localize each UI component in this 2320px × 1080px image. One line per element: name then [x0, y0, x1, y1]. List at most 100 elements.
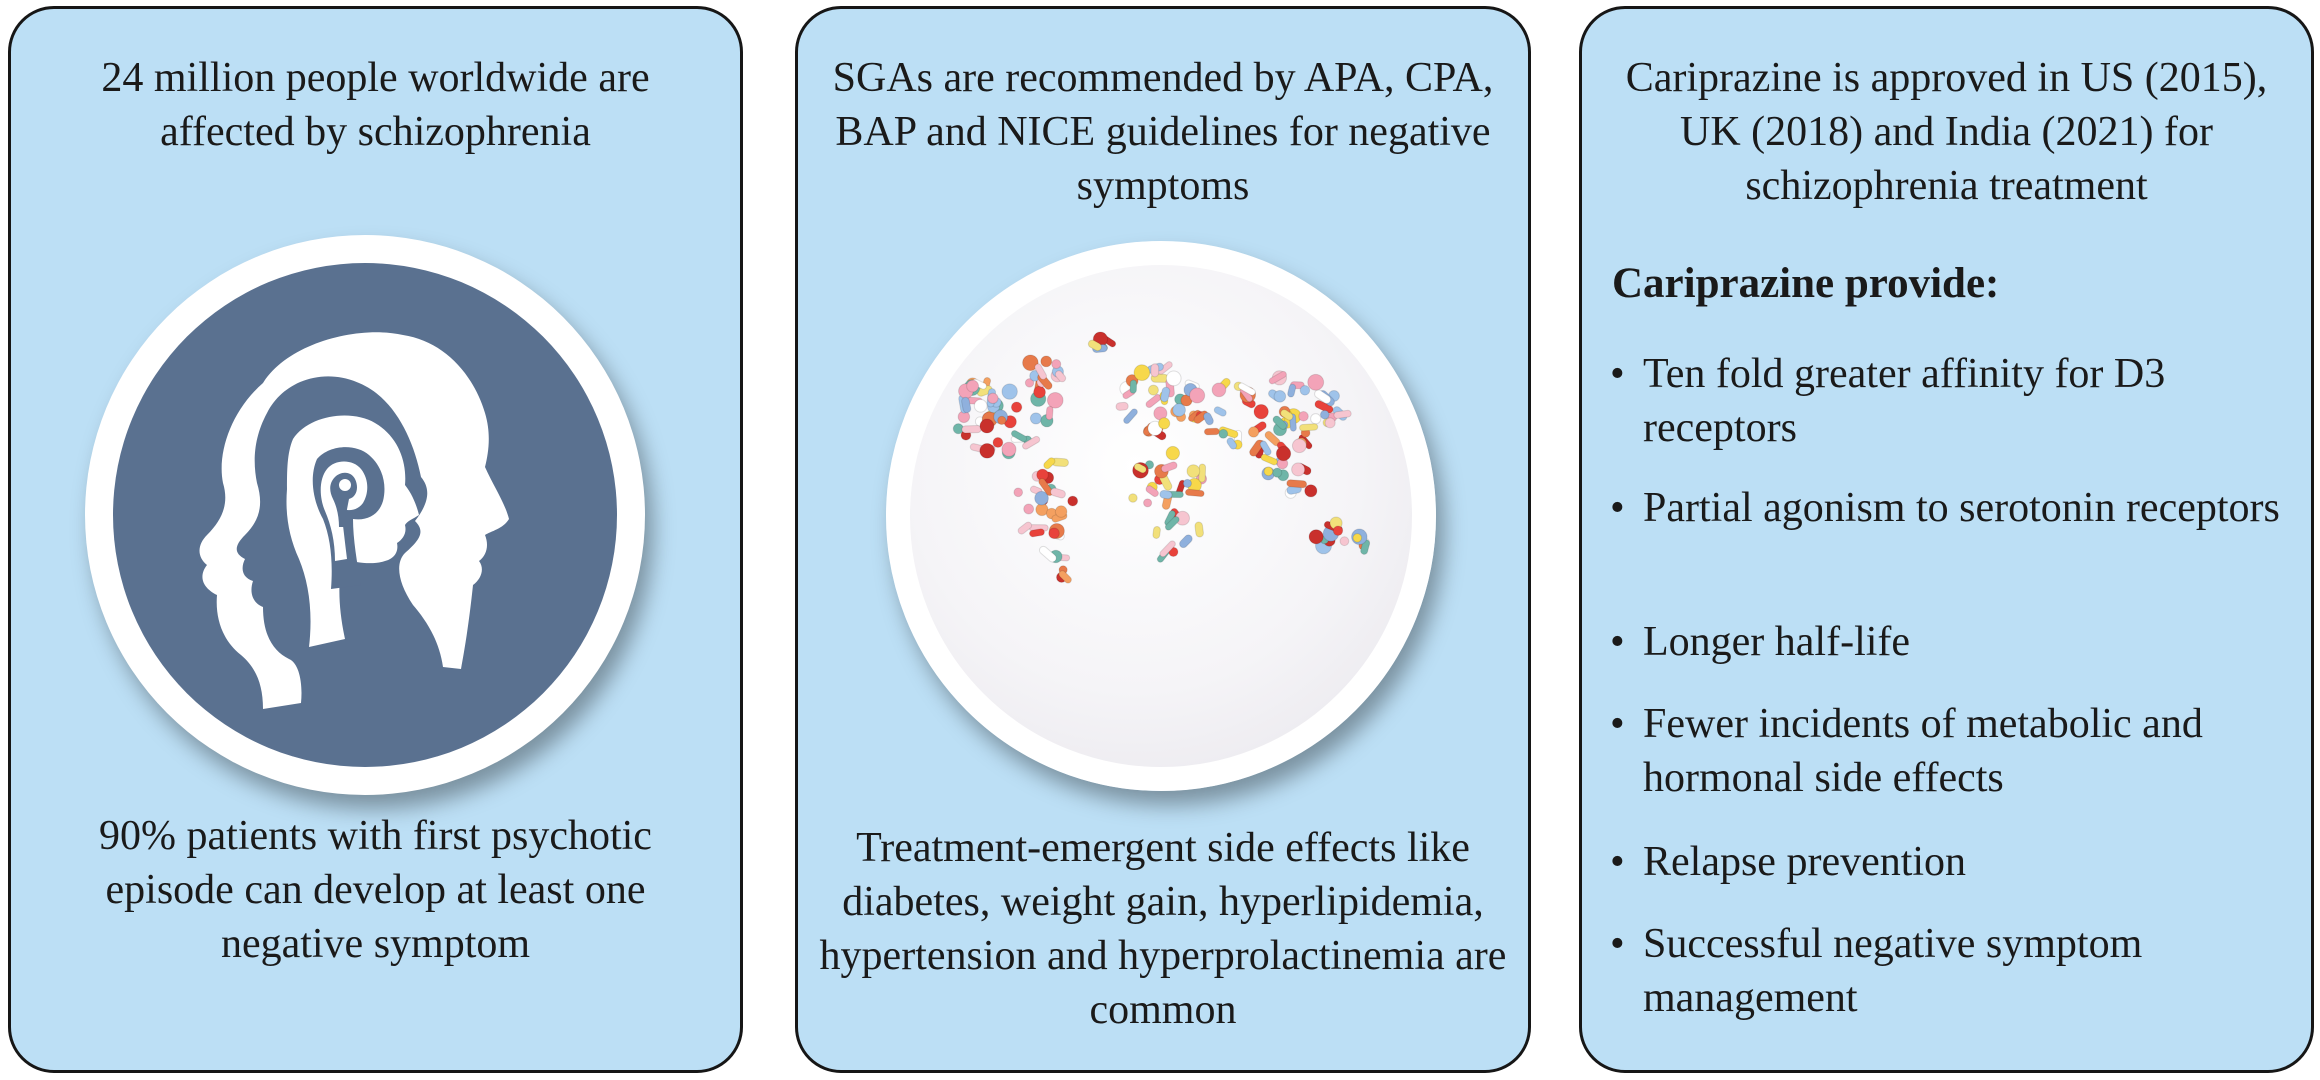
- pill-mark: [1145, 485, 1159, 498]
- pill-mark: [1029, 528, 1045, 538]
- pill-mark: [1307, 373, 1325, 391]
- pill-mark: [1299, 423, 1319, 432]
- pill-mark: [1115, 401, 1129, 411]
- pill-mark: [1164, 515, 1180, 531]
- head-circle: [85, 235, 645, 795]
- pill-mark: [1314, 389, 1332, 404]
- pill-mark: [1273, 390, 1287, 403]
- pill-mark: [997, 415, 1007, 426]
- pill-mark: [1194, 521, 1204, 538]
- pill-mark: [1160, 386, 1171, 403]
- pill-mark: [1133, 364, 1151, 382]
- pill-mark: [1048, 527, 1060, 540]
- panel2-top-text: SGAs are recommended by APA, CPA, BAP an…: [832, 55, 1494, 209]
- pill-mark: [961, 396, 972, 414]
- pill-mark: [1253, 404, 1269, 420]
- pill-mark: [992, 437, 1004, 448]
- pill-mark: [1129, 379, 1138, 394]
- pill-mark: [1067, 495, 1079, 507]
- pill-mark: [1013, 487, 1024, 498]
- pill-mark: [1299, 385, 1311, 396]
- pill-mark: [1184, 488, 1205, 498]
- pill-mark: [1314, 399, 1334, 414]
- pill-map-circle: [886, 241, 1436, 791]
- pill-mark: [1158, 417, 1171, 430]
- pill-mark: [1203, 427, 1220, 436]
- pill-mark: [1040, 355, 1053, 368]
- pill-mark: [1186, 464, 1201, 478]
- pill-mark: [1268, 370, 1287, 385]
- pill-mark: [1160, 461, 1178, 473]
- list-item: Partial agonism to serotonin receptors: [1608, 481, 2291, 535]
- pill-mark: [1038, 478, 1054, 497]
- pill-mark: [1286, 479, 1308, 489]
- panel3-top-text: Cariprazine is approved in US (2015), UK…: [1625, 55, 2268, 209]
- pill-mark: [1179, 534, 1193, 549]
- pill-mark: [961, 425, 982, 434]
- pill-mark: [1291, 438, 1307, 454]
- pill-mark: [1165, 445, 1181, 461]
- pill-mark: [1213, 406, 1227, 417]
- pill-mark: [1203, 412, 1214, 426]
- pill-mark: [1272, 415, 1288, 430]
- pill-mark: [1304, 484, 1318, 498]
- pill-mark: [973, 398, 988, 413]
- pill-mark: [1275, 445, 1292, 462]
- cariprazine-panel: Cariprazine is approved in US (2015), UK…: [1579, 6, 2314, 1073]
- pill-mark: [1352, 533, 1363, 543]
- guidelines-panel: SGAs are recommended by APA, CPA, BAP an…: [795, 6, 1531, 1073]
- pill-mark: [1147, 384, 1159, 396]
- pill-mark: [1165, 370, 1182, 387]
- pill-mark: [1033, 385, 1046, 399]
- pill-mark: [1333, 409, 1352, 419]
- pill-mark: [1058, 570, 1072, 584]
- panel2-bottom-text: Treatment-emergent side effects like dia…: [819, 825, 1507, 1033]
- list-item: Fewer incidents of metabolic and hormona…: [1608, 697, 2291, 805]
- pill-mark: [1029, 412, 1043, 425]
- pill-mark: [1172, 403, 1186, 417]
- pill-mark: [1043, 457, 1056, 470]
- pill-mark: [1045, 405, 1054, 421]
- pill-mark: [1050, 487, 1066, 499]
- panel1-top-text: 24 million people worldwide are affected…: [101, 55, 650, 155]
- pill-mark: [1280, 409, 1294, 421]
- panel3-heading: Cariprazine provide:: [1612, 260, 2000, 307]
- pill-mark: [1324, 417, 1336, 429]
- list-item: Relapse prevention: [1608, 835, 2291, 889]
- pill-mark: [1159, 540, 1176, 558]
- list-item: Ten fold greater affinity for D3 recepto…: [1608, 347, 2291, 455]
- pill-mark: [1022, 354, 1039, 372]
- pill-mark: [1339, 536, 1350, 547]
- pill-mark: [1034, 490, 1049, 506]
- pill-mark: [1051, 359, 1062, 370]
- pill-mark: [1319, 409, 1330, 420]
- pill-mark: [1247, 426, 1260, 438]
- pill-mark: [1211, 382, 1227, 398]
- pill-mark: [1024, 378, 1035, 388]
- pill-mark: [1263, 466, 1274, 477]
- pill-mark: [1038, 545, 1057, 563]
- pill-mark: [1237, 382, 1256, 396]
- pill-mark: [1046, 391, 1064, 409]
- pill-mark: [1133, 462, 1147, 474]
- pill-mark: [1010, 401, 1023, 413]
- pill-world-map-icon: [952, 331, 1371, 584]
- pill-mark: [1218, 428, 1229, 439]
- pill-mark: [1249, 439, 1264, 457]
- pill-mark: [987, 392, 999, 405]
- pill-mark: [1054, 505, 1068, 518]
- pill-mark: [1128, 493, 1138, 503]
- pill-mark: [1189, 387, 1206, 404]
- panel1-bottom-text: 90% patients with first psychotic episod…: [99, 813, 652, 967]
- pill-mark: [1001, 383, 1018, 400]
- pill-mark: [1272, 467, 1283, 478]
- pill-mark: [1308, 529, 1324, 545]
- pill-mark: [966, 379, 980, 393]
- pill-mark: [1150, 363, 1160, 378]
- pill-mark: [1023, 503, 1035, 515]
- head-silhouette-icon: [199, 332, 509, 709]
- pill-mark: [1010, 430, 1028, 443]
- pill-mark: [1332, 525, 1344, 536]
- pill-mark: [1310, 413, 1322, 425]
- pill-mark: [1298, 411, 1309, 422]
